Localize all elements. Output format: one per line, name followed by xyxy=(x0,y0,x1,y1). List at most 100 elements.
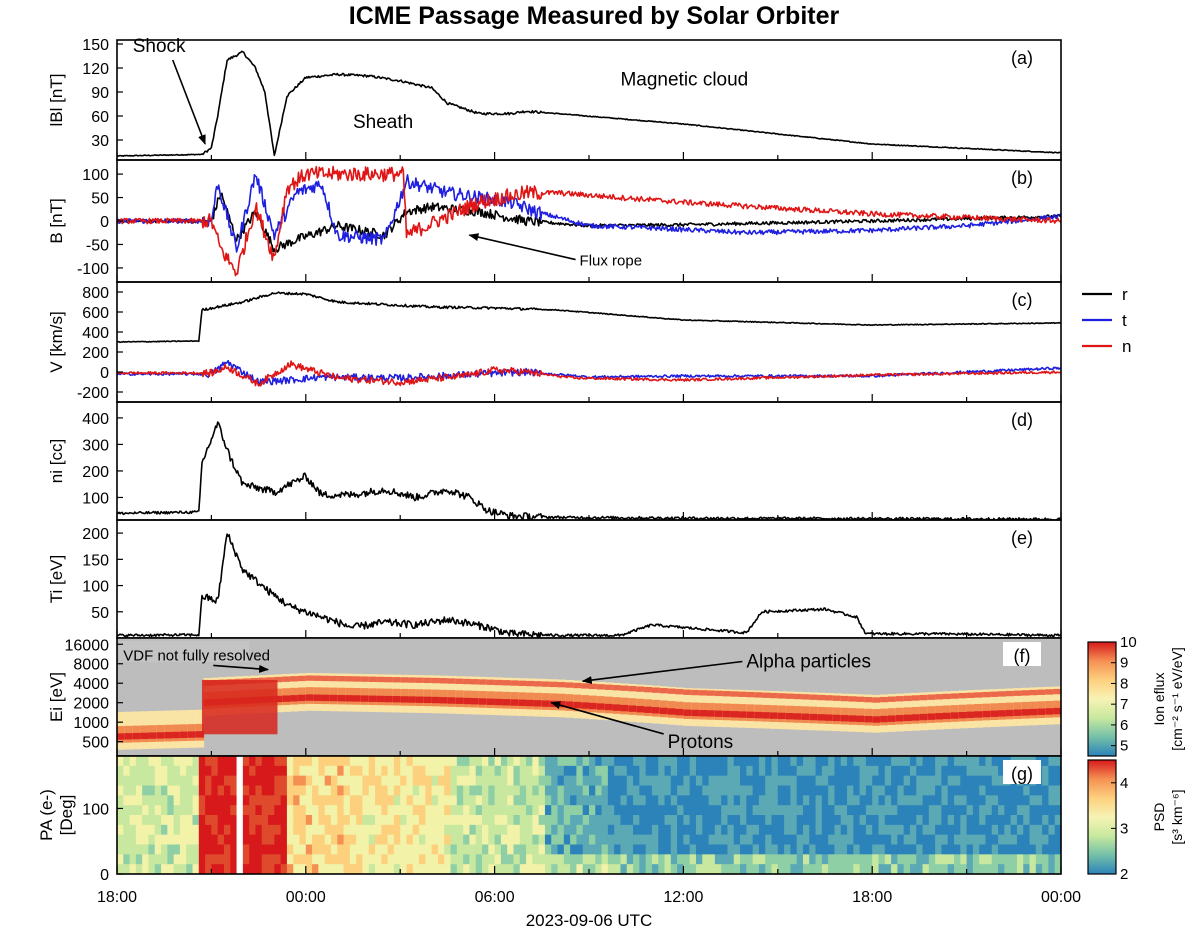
proton-band-cell xyxy=(864,715,873,723)
psd-cell xyxy=(796,805,804,816)
psd-cell xyxy=(695,834,703,846)
psd-cell xyxy=(387,805,395,816)
psd-cell xyxy=(268,765,275,777)
psd-cell xyxy=(790,844,798,855)
psd-cell xyxy=(494,864,502,874)
psd-cell xyxy=(482,815,489,826)
psd-cell xyxy=(872,844,880,855)
psd-cell xyxy=(972,805,980,816)
psd-cell xyxy=(349,815,357,826)
psd-cell xyxy=(664,805,672,816)
psd-cell xyxy=(708,815,716,826)
psd-cell xyxy=(538,765,546,777)
psd-cell xyxy=(475,756,483,767)
psd-cell xyxy=(903,854,911,865)
psd-cell xyxy=(324,756,332,767)
psd-cell xyxy=(979,805,987,816)
psd-cell xyxy=(821,824,829,836)
psd-cell xyxy=(381,765,389,777)
psd-cell xyxy=(205,765,212,777)
psd-cell xyxy=(1029,824,1037,836)
psd-cell xyxy=(154,785,162,796)
y-tick-label: -200 xyxy=(77,385,109,402)
psd-cell xyxy=(192,864,200,874)
psd-cell xyxy=(286,854,294,865)
panel-frame xyxy=(116,39,1062,161)
psd-cell xyxy=(274,785,282,796)
alpha-band-cell xyxy=(1053,688,1061,695)
psd-cell xyxy=(223,824,231,836)
psd-cell xyxy=(702,785,710,796)
psd-cell xyxy=(922,756,930,767)
psd-cell xyxy=(702,844,710,855)
psd-cell xyxy=(349,854,357,865)
psd-cell xyxy=(991,775,999,787)
psd-cell xyxy=(708,844,716,855)
psd-cell xyxy=(362,834,370,846)
legend: rtn xyxy=(1082,285,1131,356)
psd-cell xyxy=(148,844,156,855)
psd-cell xyxy=(450,834,458,846)
psd-cell xyxy=(645,795,653,806)
psd-cell xyxy=(777,815,785,826)
psd-cell xyxy=(1054,785,1061,796)
psd-cell xyxy=(865,795,873,806)
psd-cell xyxy=(683,785,691,796)
psd-cell xyxy=(784,824,791,836)
psd-cell xyxy=(381,775,389,787)
colorbar-tick-label: 4 xyxy=(1120,775,1128,792)
psd-cell xyxy=(670,844,678,855)
psd-cell xyxy=(683,815,691,826)
psd-cell xyxy=(431,815,439,826)
y-tick-label: 90 xyxy=(91,85,109,102)
psd-cell xyxy=(758,756,766,767)
psd-cell xyxy=(872,775,880,787)
psd-cell xyxy=(897,815,905,826)
psd-cell xyxy=(242,844,250,855)
psd-cell xyxy=(966,824,974,836)
psd-cell xyxy=(406,785,414,796)
psd-cell xyxy=(330,844,338,855)
psd-cell xyxy=(482,795,489,806)
psd-cell xyxy=(991,795,999,806)
psd-cell xyxy=(809,834,817,846)
psd-cell xyxy=(1048,815,1056,826)
psd-cell xyxy=(960,824,968,836)
psd-cell xyxy=(872,864,880,874)
psd-cell xyxy=(733,785,741,796)
psd-cell xyxy=(129,756,137,767)
alpha-band-cell xyxy=(1037,689,1046,695)
psd-cell xyxy=(198,805,206,816)
psd-cell xyxy=(129,775,137,787)
psd-cell xyxy=(437,795,445,806)
psd-cell xyxy=(362,864,370,874)
psd-cell xyxy=(765,785,773,796)
psd-cell xyxy=(954,815,961,826)
proton-band-cell xyxy=(675,708,684,716)
psd-cell xyxy=(714,834,722,846)
psd-cell xyxy=(853,765,861,777)
psd-cell xyxy=(179,795,187,806)
psd-cell xyxy=(909,756,917,767)
psd-cell xyxy=(626,775,634,787)
psd-cell xyxy=(576,765,584,777)
psd-cell xyxy=(601,834,609,846)
psd-cell xyxy=(758,765,766,777)
psd-cell xyxy=(796,815,804,826)
psd-cell xyxy=(186,824,194,836)
psd-cell xyxy=(972,834,980,846)
psd-cell xyxy=(865,864,873,874)
psd-cell xyxy=(677,765,684,777)
psd-cell xyxy=(670,805,678,816)
psd-cell xyxy=(758,775,766,787)
psd-cell xyxy=(406,795,414,806)
alpha-band-cell xyxy=(447,678,456,684)
psd-cell xyxy=(375,815,382,826)
psd-cell xyxy=(897,824,905,836)
y-tick-label: 100 xyxy=(82,579,109,596)
psd-cell xyxy=(192,824,200,836)
alpha-band-cell xyxy=(636,686,645,692)
psd-cell xyxy=(966,815,974,826)
psd-cell xyxy=(223,834,231,846)
